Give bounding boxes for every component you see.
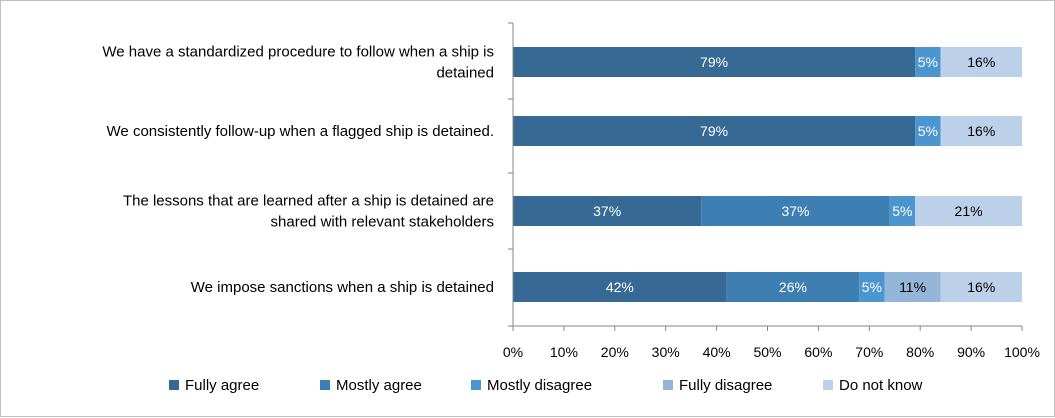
data-label: 16% xyxy=(967,279,995,295)
data-label: 5% xyxy=(918,54,938,70)
bar-segment xyxy=(884,272,941,302)
legend-label: Fully disagree xyxy=(679,377,772,394)
data-label: 26% xyxy=(779,279,807,295)
bar-segment xyxy=(915,47,941,77)
x-tick-label: 80% xyxy=(906,344,934,360)
legend-swatch xyxy=(471,380,481,390)
bar-segment xyxy=(513,272,727,302)
legend-label: Mostly agree xyxy=(336,377,422,394)
bar-segment xyxy=(889,196,916,226)
data-label: 16% xyxy=(967,54,995,70)
x-tick-label: 30% xyxy=(652,344,680,360)
x-tick-label: 0% xyxy=(503,344,523,360)
category-label: detained xyxy=(436,65,494,82)
data-label: 79% xyxy=(700,54,728,70)
bar-segment xyxy=(940,47,1022,77)
legend-label: Do not know xyxy=(839,377,923,394)
legend-swatch xyxy=(823,380,833,390)
bar-segment xyxy=(940,116,1022,146)
data-label: 79% xyxy=(700,123,728,139)
x-tick-label: 10% xyxy=(550,344,578,360)
bar-segment xyxy=(915,196,1022,226)
legend-label: Fully agree xyxy=(185,377,259,394)
bars-group: 79% 5% 16% 79% 5% 16% 37% 37% 5% 21% 42% 26% 5% 11% 16… xyxy=(513,47,1022,302)
axes-group: 0% 10% 20% 30% 40% 50% 60% 70% 80% 90% 100% xyxy=(503,22,1040,360)
bar-segment xyxy=(940,272,1022,302)
x-tick-label: 40% xyxy=(703,344,731,360)
data-label: 37% xyxy=(781,203,809,219)
category-label: We impose sanctions when a ship is detai… xyxy=(191,279,494,296)
x-tick-label: 90% xyxy=(957,344,985,360)
data-label: 5% xyxy=(918,123,938,139)
category-label: We have a standardized procedure to foll… xyxy=(102,44,494,61)
bar-segment xyxy=(859,272,885,302)
x-tick-label: 50% xyxy=(753,344,781,360)
legend-swatch xyxy=(169,380,179,390)
data-label: 16% xyxy=(967,123,995,139)
bar-segment xyxy=(513,47,916,77)
bar-segment xyxy=(701,196,890,226)
x-tick-label: 70% xyxy=(855,344,883,360)
bar-segment xyxy=(726,272,860,302)
bar-segment xyxy=(915,116,941,146)
x-tick-label: 60% xyxy=(804,344,832,360)
data-label: 37% xyxy=(593,203,621,219)
bar-segment xyxy=(513,196,702,226)
legend-label: Mostly disagree xyxy=(487,377,592,394)
category-label: The lessons that are learned after a shi… xyxy=(123,193,494,210)
data-label: 42% xyxy=(606,279,634,295)
x-tick-label: 20% xyxy=(601,344,629,360)
data-label: 5% xyxy=(892,203,912,219)
category-labels-group: We have a standardized procedure to foll… xyxy=(102,44,494,297)
bar-segment xyxy=(513,116,916,146)
data-label: 11% xyxy=(899,279,926,295)
x-tick-label: 100% xyxy=(1004,344,1040,360)
legend-swatch xyxy=(663,380,673,390)
data-label: 21% xyxy=(955,203,983,219)
data-label: 5% xyxy=(862,279,882,295)
legend-swatch xyxy=(320,380,330,390)
legend: Fully agree Mostly agree Mostly disagree Fu… xyxy=(169,377,923,394)
category-label: shared with relevant stakeholders xyxy=(271,214,494,231)
category-label: We consistently follow-up when a flagged… xyxy=(107,123,494,140)
